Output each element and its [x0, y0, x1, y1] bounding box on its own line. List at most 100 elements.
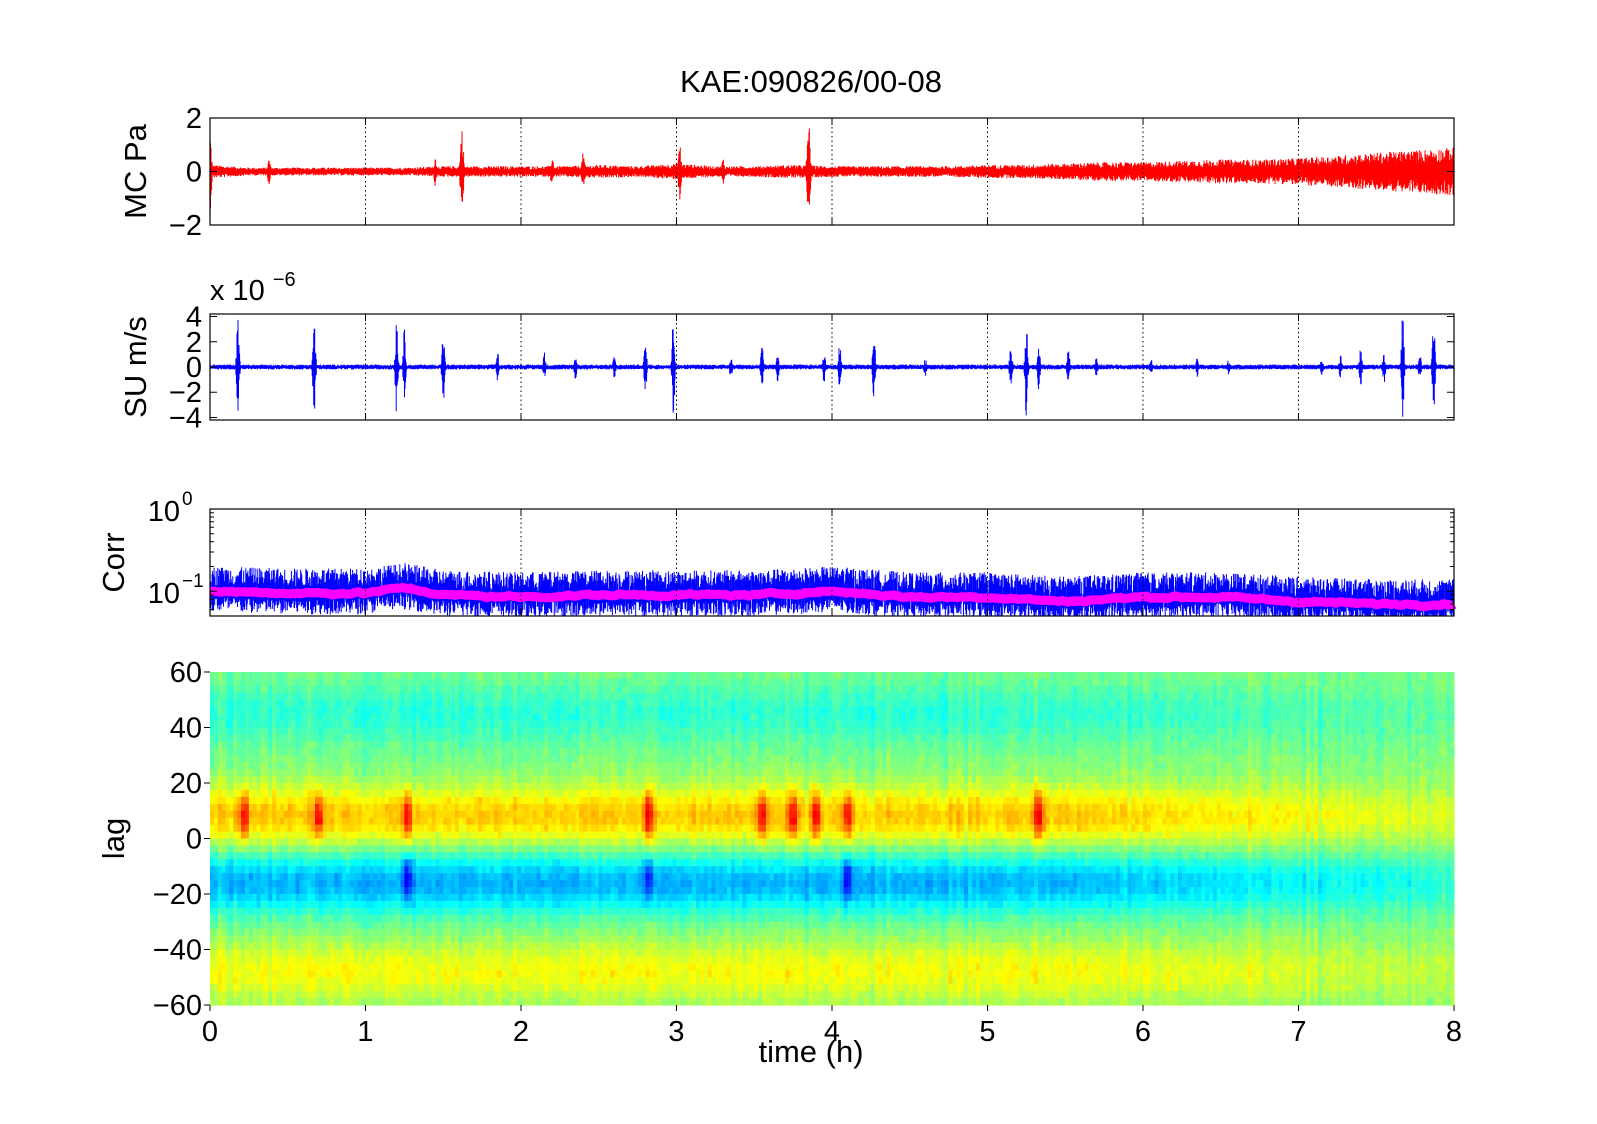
heatmap-cell	[217, 776, 223, 784]
heatmap-cell	[505, 949, 510, 958]
heatmap-cell	[318, 817, 324, 826]
heatmap-cell	[563, 859, 569, 867]
heatmap-cell	[217, 803, 223, 812]
heatmap-cell	[357, 935, 363, 944]
heatmap-cell	[241, 887, 246, 895]
heatmap-cell	[373, 998, 378, 1006]
heatmap-cell	[210, 977, 215, 985]
heatmap-cell	[377, 720, 382, 729]
heatmap-cell	[365, 810, 370, 819]
heatmap-cell	[524, 706, 530, 715]
heatmap-cell	[416, 914, 421, 923]
heatmap-cell	[342, 977, 347, 985]
heatmap-cell	[384, 970, 390, 978]
heatmap-cell	[322, 727, 328, 736]
heatmap-cell	[381, 845, 386, 853]
heatmap-cell	[213, 769, 219, 777]
heatmap-cell	[482, 880, 487, 888]
heatmap-cell	[349, 762, 355, 770]
heatmap-cell	[478, 748, 483, 756]
heatmap-cell	[311, 866, 316, 874]
heatmap-cell	[287, 762, 293, 770]
heatmap-cell	[217, 748, 223, 756]
heatmap-cell	[373, 741, 378, 749]
heatmap-cell	[322, 942, 328, 951]
heatmap-cell	[563, 727, 569, 736]
heatmap-cell	[369, 928, 374, 937]
heatmap-cell	[563, 914, 569, 923]
heatmap-cell	[283, 984, 289, 992]
heatmap-cell	[532, 783, 538, 791]
heatmap-cell	[392, 998, 398, 1006]
heatmap-cell	[555, 907, 561, 916]
heatmap-cell	[233, 984, 238, 992]
heatmap-cell	[400, 817, 405, 826]
heatmap-cell	[419, 907, 425, 916]
heatmap-cell	[248, 727, 254, 736]
heatmap-cell	[396, 678, 402, 687]
heatmap-cell	[478, 977, 483, 985]
heatmap-cell	[548, 783, 553, 791]
heatmap-cell	[517, 887, 522, 895]
heatmap-cell	[314, 783, 320, 791]
heatmap-cell	[497, 685, 503, 694]
heatmap-cell	[567, 762, 573, 770]
heatmap-cell	[412, 998, 417, 1006]
heatmap-cell	[287, 956, 293, 964]
heatmap-cell	[307, 831, 312, 840]
heatmap-cell	[349, 866, 355, 874]
heatmap-cell	[307, 880, 312, 888]
heatmap-cell	[369, 984, 374, 992]
heatmap-cell	[299, 887, 304, 895]
heatmap-cell	[555, 942, 561, 951]
heatmap-cell	[303, 706, 308, 715]
heatmap-cell	[427, 873, 433, 881]
heatmap-cell	[314, 796, 320, 805]
heatmap-cell	[287, 713, 293, 722]
heatmap-cell	[598, 734, 604, 742]
heatmap-cell	[501, 866, 507, 874]
heatmap-cell	[505, 880, 510, 888]
heatmap-cell	[427, 970, 433, 978]
heatmap-cell	[342, 894, 347, 902]
heatmap-cell	[330, 741, 335, 749]
heatmap-cell	[210, 914, 215, 923]
heatmap-cell	[587, 713, 592, 722]
heatmap-cell	[454, 942, 460, 951]
heatmap-cell	[532, 748, 538, 756]
heatmap-cell	[486, 887, 491, 895]
heatmap-cell	[563, 672, 569, 680]
heatmap-cell	[419, 748, 425, 756]
heatmap-cell	[423, 845, 429, 853]
heatmap-cell	[544, 866, 549, 874]
heatmap-cell	[478, 796, 483, 805]
heatmap-cell	[536, 769, 542, 777]
heatmap-cell	[548, 900, 553, 909]
heatmap-cell	[400, 928, 405, 937]
heatmap-cell	[342, 789, 347, 798]
heatmap-cell	[303, 755, 308, 763]
heatmap-cell	[283, 796, 289, 805]
heatmap-cell	[283, 900, 289, 909]
heatmap-cell	[594, 748, 600, 756]
heatmap-cell	[311, 769, 316, 777]
heatmap-cell	[423, 914, 429, 923]
heatmap-cell	[353, 991, 359, 999]
heatmap-cell	[583, 769, 588, 777]
heatmap-cell	[361, 672, 367, 680]
heatmap-cell	[567, 977, 573, 985]
heatmap-cell	[416, 685, 421, 694]
heatmap-cell	[532, 880, 538, 888]
heatmap-cell	[357, 748, 363, 756]
heatmap-cell	[521, 720, 526, 729]
heatmap-cell	[326, 991, 332, 999]
heatmap-cell	[552, 977, 557, 985]
heatmap-cell	[497, 880, 503, 888]
heatmap-cell	[509, 762, 514, 770]
heatmap-cell	[210, 789, 215, 798]
heatmap-cell	[579, 873, 584, 881]
heatmap-cell	[295, 894, 301, 902]
heatmap-cell	[540, 900, 545, 909]
heatmap-cell	[579, 977, 584, 985]
heatmap-cell	[486, 866, 491, 874]
